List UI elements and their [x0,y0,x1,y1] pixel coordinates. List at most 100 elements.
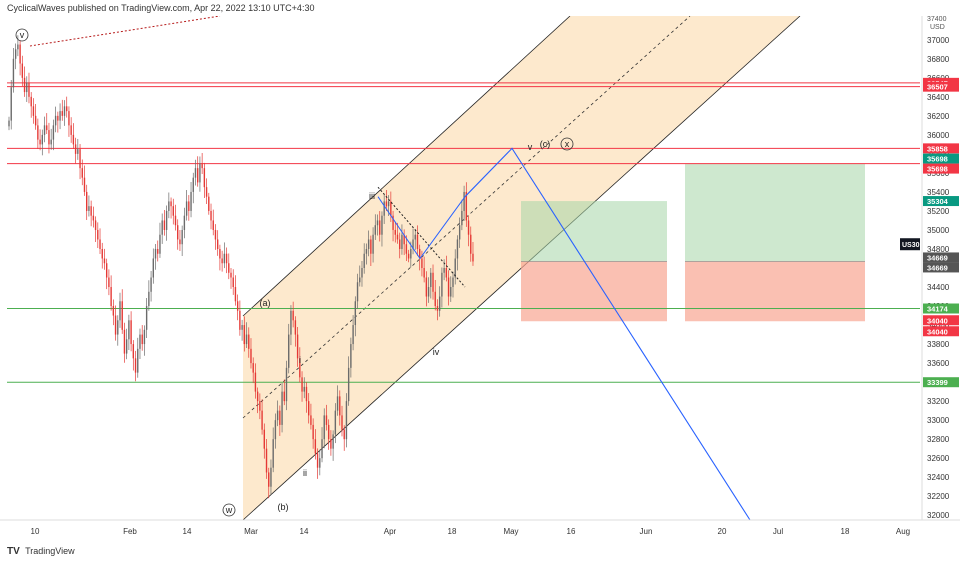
candle-body [37,125,39,140]
candle-body [232,277,234,288]
y-tick-label-top: 37400 [927,16,947,23]
candle-body [92,215,95,221]
candle-body [419,248,421,259]
price-tag-text: 34669 [927,253,948,262]
chart-area[interactable]: v (a) (b) w i ii iii iv v (c) x 32000 32200 32400 3260… [0,16,960,536]
candle-body [254,372,257,392]
price-tag-34669[interactable] [923,252,959,263]
candle-body [90,206,92,216]
candle-body [381,215,383,235]
wave-label-10[interactable]: (c) [540,139,551,149]
candle-body [205,187,208,197]
stop-zone-1[interactable] [521,261,667,322]
y-tick-label: 32400 [927,473,950,482]
candle-body [201,163,203,169]
x-tick-label: 10 [31,527,40,536]
candle-body [412,239,414,249]
y-tick-label: 33600 [927,359,950,368]
candle-body [252,363,254,373]
target-zone-1[interactable] [521,201,667,262]
candle-body [145,306,148,330]
projection-path[interactable] [464,147,751,521]
target-zone-2[interactable] [685,163,865,262]
x-tick-label: 18 [841,527,850,536]
candle-body [387,201,390,207]
candle-body [454,258,456,278]
candle-body [345,401,348,440]
candle-body [432,272,434,292]
candle-body [99,239,101,249]
wave-label-3[interactable]: (b) [278,502,289,512]
candle-body [383,201,385,216]
candle-body [248,334,250,349]
candle-body [265,448,268,473]
candle-body [436,306,439,311]
tradingview-logo-icon[interactable]: TV [7,546,20,557]
candle-body [276,410,279,421]
price-tag-35698[interactable] [923,153,959,164]
candle-body [14,49,17,59]
candle-body [310,415,312,425]
x-tick-label: 14 [300,527,309,536]
candle-body [46,125,48,131]
price-tag-35858[interactable] [923,143,959,154]
candle-body [374,225,376,235]
wave-label-2[interactable]: (a) [260,298,271,308]
y-tick-label: 37000 [927,36,950,45]
wave-path-small[interactable] [377,196,466,260]
wave-label-11[interactable]: x [565,139,570,149]
channel-upper-line[interactable] [242,16,571,317]
candle-body [23,77,26,93]
wave-label-5[interactable]: i [299,355,301,365]
candle-body [221,258,223,264]
candle-body [336,396,339,411]
price-tag-35698[interactable] [923,163,959,174]
candle-body [450,287,452,297]
candle-body [341,415,343,430]
candle-body [219,248,221,259]
author-name[interactable]: CyclicalWaves [7,3,66,13]
price-tag-text: 35304 [927,197,949,206]
candle-body [263,429,265,449]
tradingview-brand[interactable]: TradingView [25,546,75,556]
price-tag-34174[interactable] [923,303,959,314]
dotted-trendline[interactable] [29,16,221,47]
y-tick-label: 34400 [927,283,950,292]
candle-body [372,234,374,254]
candle-body [148,291,150,307]
candle-body [370,239,372,254]
candle-body [330,439,332,449]
y-tick-label: 36400 [927,93,950,102]
publish-info: published on TradingView.com, Apr 22, 20… [67,3,315,13]
stop-zone-2[interactable] [685,261,865,322]
wave-label-9[interactable]: v [528,142,533,152]
wave-label-7[interactable]: iii [369,191,375,201]
price-tag-34040[interactable] [923,315,959,326]
wave-label-8[interactable]: iv [433,347,440,357]
price-tag-34669[interactable] [923,262,959,273]
price-tag-34040[interactable] [923,326,959,337]
candle-body [197,168,199,183]
price-tag-35304[interactable] [923,196,959,207]
candle-body [243,325,246,345]
x-tick-label: Mar [244,527,258,536]
wave-label-6[interactable]: ii [303,468,307,478]
candle-body [399,239,401,249]
wave-label-4[interactable]: w [225,505,233,515]
candle-body [70,125,72,135]
candle-body [236,301,239,311]
candle-body [285,367,288,402]
candle-body [112,306,115,316]
x-tick-label: Apr [384,527,397,536]
price-tag-33399[interactable] [923,377,959,388]
price-tag-36507[interactable] [923,81,959,92]
candle-body [154,248,157,259]
candle-body [299,358,301,378]
symbol-tag-text: US30 [902,242,920,249]
candle-body [361,268,363,278]
wave-label-1[interactable]: v [20,30,25,40]
symbol-tag[interactable] [900,238,920,251]
candle-body [39,139,41,145]
candle-body [441,272,443,297]
